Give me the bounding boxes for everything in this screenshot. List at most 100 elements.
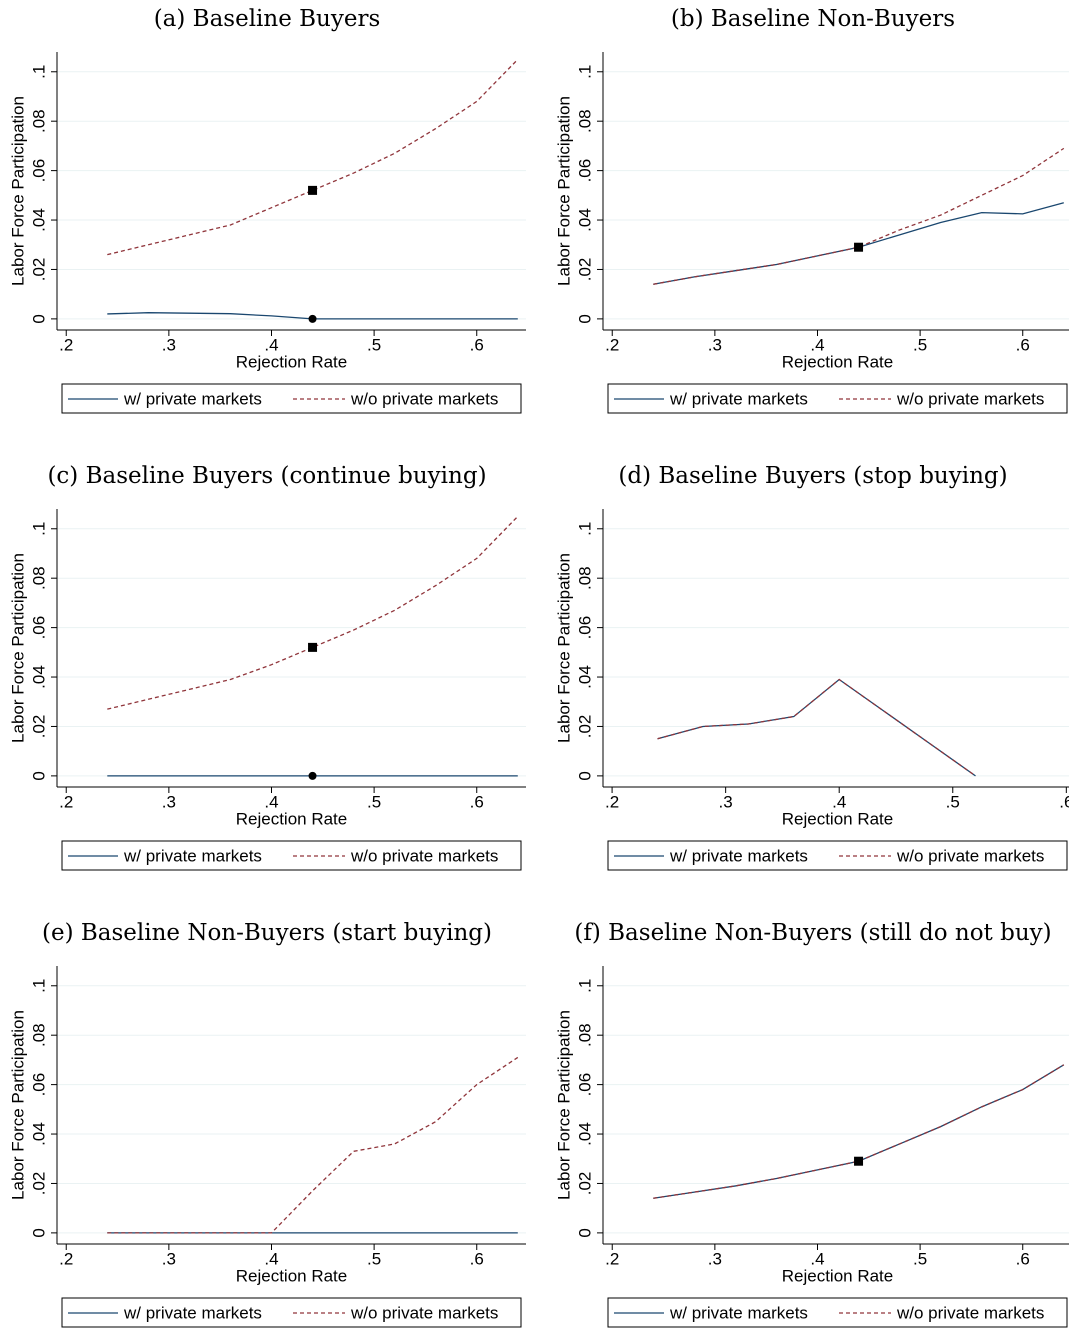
y-tick-label: .1 [575,979,594,993]
x-tick-label: .2 [59,1249,73,1268]
y-axis-title: Labor Force Participation [8,96,27,286]
series-line [107,1056,519,1234]
panel-title: (a) Baseline Buyers [154,6,381,32]
y-tick-label: 0 [29,771,48,780]
marker-square [308,185,318,195]
y-tick-label: .08 [29,1023,48,1047]
panel-title: (e) Baseline Non-Buyers (start buying) [42,920,492,946]
x-tick-label: .5 [913,335,927,354]
x-tick-label: .4 [810,1249,824,1268]
y-tick-label: .06 [29,159,48,183]
x-tick-label: .2 [605,335,619,354]
series-line [657,678,976,777]
y-tick-label: 0 [29,1228,48,1237]
y-tick-label: .1 [29,522,48,536]
marker-square [854,242,864,252]
x-tick-label: .2 [605,792,619,811]
legend-box [607,840,1068,871]
y-tick-label: .06 [29,616,48,640]
y-tick-label: .06 [575,616,594,640]
y-tick-label: .02 [575,258,594,282]
marker-square [308,642,318,652]
x-tick-label: .4 [832,792,846,811]
x-tick-label: .3 [708,1249,722,1268]
panel: (f) Baseline Non-Buyers (still do not bu… [554,920,1069,1328]
y-tick-label: .1 [575,522,594,536]
x-tick-label: .5 [946,792,960,811]
legend-label: w/ private markets [123,846,262,865]
x-tick-label: .4 [810,335,824,354]
y-axis-title: Labor Force Participation [8,1010,27,1200]
series-line [107,58,519,256]
marker-circle [308,771,317,780]
series-line [657,678,976,777]
x-tick-label: .6 [470,1249,484,1268]
x-tick-label: .5 [367,792,381,811]
panel-title: (b) Baseline Non-Buyers [671,6,955,32]
legend-label: w/ private markets [669,1303,808,1322]
x-axis-title: Rejection Rate [782,1266,894,1285]
legend-box [61,1297,522,1328]
x-axis-title: Rejection Rate [236,1266,348,1285]
y-tick-label: 0 [575,1228,594,1237]
y-axis-title: Labor Force Participation [554,1010,573,1200]
x-tick-label: .3 [719,792,733,811]
y-tick-label: .08 [29,566,48,590]
x-tick-label: .2 [59,792,73,811]
y-axis-title: Labor Force Participation [554,553,573,743]
y-tick-label: .1 [29,65,48,79]
x-tick-label: .3 [162,1249,176,1268]
y-tick-label: .02 [575,715,594,739]
x-tick-label: .3 [708,335,722,354]
x-tick-label: .2 [605,1249,619,1268]
x-tick-label: .6 [470,792,484,811]
y-tick-label: .08 [575,1023,594,1047]
panel-title: (d) Baseline Buyers (stop buying) [618,463,1007,489]
legend-label: w/ private markets [669,389,808,408]
y-tick-label: .08 [575,109,594,133]
panel-title: (c) Baseline Buyers (continue buying) [47,463,486,489]
y-tick-label: .04 [575,208,594,232]
y-axis-title: Labor Force Participation [8,553,27,743]
marker-circle [308,314,317,323]
y-tick-label: .06 [575,159,594,183]
legend-box [61,383,522,414]
legend-box [607,1297,1068,1328]
x-tick-label: .3 [162,335,176,354]
panel: (e) Baseline Non-Buyers (start buying) 0.… [8,920,526,1328]
x-tick-label: .4 [264,1249,278,1268]
y-tick-label: .02 [29,1172,48,1196]
y-tick-label: .08 [29,109,48,133]
x-axis-title: Rejection Rate [782,352,894,371]
x-tick-label: .5 [367,1249,381,1268]
legend-label: w/o private markets [896,1303,1044,1322]
y-tick-label: .06 [575,1073,594,1097]
panel: (b) Baseline Non-Buyers 0 .02 .04 .06 .08 .1 .2… [554,6,1069,414]
y-tick-label: .04 [29,208,48,232]
x-tick-label: .2 [59,335,73,354]
y-tick-label: .1 [29,979,48,993]
y-tick-label: .02 [575,1172,594,1196]
x-tick-label: .3 [162,792,176,811]
legend-label: w/ private markets [123,1303,262,1322]
y-tick-label: 0 [29,314,48,323]
legend-label: w/o private markets [350,1303,498,1322]
x-tick-label: .6 [1016,335,1030,354]
y-tick-label: .04 [29,1122,48,1146]
panel: (c) Baseline Buyers (continue buying) 0 .0… [8,463,526,871]
x-tick-label: .6 [1016,1249,1030,1268]
legend-box [61,840,522,871]
series-line [107,515,519,710]
y-tick-label: .02 [29,258,48,282]
y-tick-label: .04 [29,665,48,689]
legend-label: w/ private markets [123,389,262,408]
x-tick-label: .5 [913,1249,927,1268]
panel: (a) Baseline Buyers 0 .02 .04 .06 .08 .1 .2 .3 .4… [8,6,526,414]
y-axis-title: Labor Force Participation [554,96,573,286]
x-axis-title: Rejection Rate [782,809,894,828]
x-tick-label: .6 [1059,792,1069,811]
x-axis-title: Rejection Rate [236,809,348,828]
marker-square [854,1156,864,1166]
panel: (d) Baseline Buyers (stop buying) 0 .02 .04… [554,463,1069,871]
